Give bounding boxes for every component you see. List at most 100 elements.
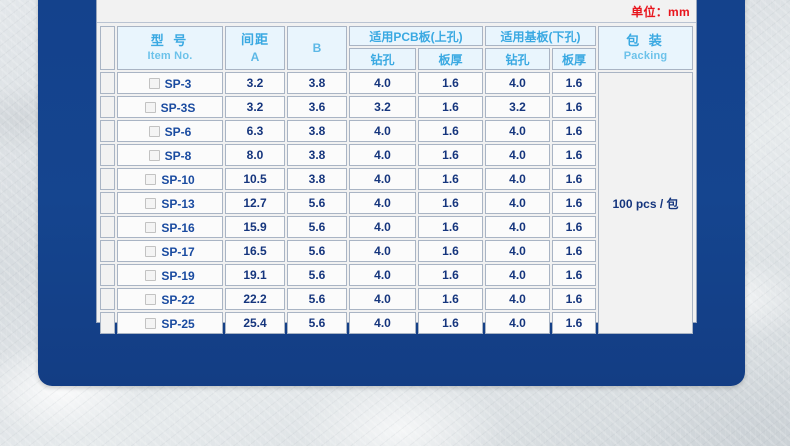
item-no-label: SP-13 <box>161 196 195 211</box>
col-header-item-no-en: Item No. <box>147 50 193 63</box>
cell-base-thickness: 1.6 <box>552 240 596 262</box>
col-header-pitch-a: 间距 A <box>225 26 285 70</box>
row-checkbox[interactable] <box>148 77 160 89</box>
table-row: SP-8 8.0 3.8 4.0 1.6 4.0 1.6 <box>100 144 693 166</box>
cell-b: 3.6 <box>287 96 347 118</box>
cell-base-drill: 4.0 <box>485 264 550 286</box>
cell-pcb-thickness: 1.6 <box>418 72 483 94</box>
cell-item-no: SP-6 <box>117 120 223 142</box>
row-checkbox[interactable] <box>145 245 157 257</box>
row-gutter <box>100 96 115 118</box>
cell-b: 3.8 <box>287 168 347 190</box>
cell-pitch-a: 16.5 <box>225 240 285 262</box>
row-gutter <box>100 216 115 238</box>
col-header-pitch-en: A <box>250 49 260 64</box>
row-gutter <box>100 288 115 310</box>
cell-base-drill: 4.0 <box>485 192 550 214</box>
col-header-packing-cn: 包 装 <box>626 32 665 48</box>
cell-base-thickness: 1.6 <box>552 312 596 334</box>
cell-base-thickness: 1.6 <box>552 144 596 166</box>
row-gutter <box>100 264 115 286</box>
item-no-label: SP-6 <box>164 124 192 139</box>
cell-base-drill: 4.0 <box>485 168 550 190</box>
cell-pcb-drill: 4.0 <box>349 240 416 262</box>
cell-pitch-a: 22.2 <box>225 288 285 310</box>
item-no-label: SP-25 <box>161 316 195 331</box>
row-gutter <box>100 120 115 142</box>
row-gutter <box>100 192 115 214</box>
unit-bar: 单位：mm <box>97 0 696 23</box>
table-row: SP-25 25.4 5.6 4.0 1.6 4.0 1.6 <box>100 312 693 334</box>
spec-sheet: 单位：mm 型 号 Item No. 间距 A <box>96 0 697 334</box>
row-checkbox[interactable] <box>148 125 160 137</box>
cell-pcb-drill: 4.0 <box>349 168 416 190</box>
cell-pcb-drill: 4.0 <box>349 312 416 334</box>
item-no-label: SP-19 <box>161 268 195 283</box>
row-gutter <box>100 312 115 334</box>
item-no-label: SP-8 <box>164 148 192 163</box>
item-no-label: SP-3 <box>164 76 192 91</box>
col-header-packing-en: Packing <box>623 50 668 63</box>
col-subheader-pcb-drill: 钻孔 <box>349 48 416 70</box>
cell-pcb-thickness: 1.6 <box>418 96 483 118</box>
row-checkbox[interactable] <box>145 173 157 185</box>
col-header-b-label: B <box>312 40 322 55</box>
cell-pcb-drill: 4.0 <box>349 192 416 214</box>
cell-item-no: SP-13 <box>117 192 223 214</box>
cell-b: 5.6 <box>287 264 347 286</box>
row-checkbox[interactable] <box>145 317 157 329</box>
cell-base-thickness: 1.6 <box>552 264 596 286</box>
cell-base-thickness: 1.6 <box>552 288 596 310</box>
cell-pcb-thickness: 1.6 <box>418 216 483 238</box>
table-row: SP-19 19.1 5.6 4.0 1.6 4.0 1.6 <box>100 264 693 286</box>
row-checkbox[interactable] <box>144 101 156 113</box>
cell-b: 3.8 <box>287 144 347 166</box>
cell-pcb-thickness: 1.6 <box>418 120 483 142</box>
row-checkbox[interactable] <box>148 149 160 161</box>
col-subheader-pcb-thickness: 板厚 <box>418 48 483 70</box>
table-row: SP-6 6.3 3.8 4.0 1.6 4.0 1.6 <box>100 120 693 142</box>
cell-base-drill: 4.0 <box>485 312 550 334</box>
table-row: SP-13 12.7 5.6 4.0 1.6 4.0 1.6 <box>100 192 693 214</box>
cell-pcb-drill: 4.0 <box>349 120 416 142</box>
cell-b: 3.8 <box>287 72 347 94</box>
table-row: SP-22 22.2 5.6 4.0 1.6 4.0 1.6 <box>100 288 693 310</box>
cell-b: 5.6 <box>287 240 347 262</box>
table-row: SP-10 10.5 3.8 4.0 1.6 4.0 1.6 <box>100 168 693 190</box>
col-header-item-no-cn: 型 号 <box>150 32 190 48</box>
cell-pcb-drill: 3.2 <box>349 96 416 118</box>
cell-pcb-thickness: 1.6 <box>418 288 483 310</box>
col-subheader-base-thickness: 板厚 <box>552 48 596 70</box>
cell-b: 5.6 <box>287 312 347 334</box>
row-checkbox[interactable] <box>145 221 157 233</box>
cell-pitch-a: 10.5 <box>225 168 285 190</box>
cell-item-no: SP-16 <box>117 216 223 238</box>
col-group-header-base: 适用基板(下孔) <box>485 26 596 46</box>
cell-base-drill: 4.0 <box>485 240 550 262</box>
cell-pitch-a: 19.1 <box>225 264 285 286</box>
cell-pitch-a: 15.9 <box>225 216 285 238</box>
row-checkbox[interactable] <box>145 197 157 209</box>
item-no-label: SP-17 <box>161 244 195 259</box>
row-gutter <box>100 240 115 262</box>
cell-pitch-a: 3.2 <box>225 72 285 94</box>
col-header-item-no: 型 号 Item No. <box>117 26 223 70</box>
cell-b: 5.6 <box>287 288 347 310</box>
cell-pcb-thickness: 1.6 <box>418 168 483 190</box>
unit-label: 单位：mm <box>631 5 690 19</box>
cell-item-no: SP-25 <box>117 312 223 334</box>
cell-pitch-a: 12.7 <box>225 192 285 214</box>
cell-base-drill: 4.0 <box>485 288 550 310</box>
item-no-label: SP-10 <box>161 172 195 187</box>
cell-pcb-thickness: 1.6 <box>418 144 483 166</box>
header-row-sub: 钻孔 板厚 钻孔 板厚 <box>100 48 693 70</box>
cell-base-drill: 4.0 <box>485 144 550 166</box>
cell-b: 5.6 <box>287 192 347 214</box>
col-header-pitch-cn: 间距 <box>240 32 269 48</box>
cell-base-thickness: 1.6 <box>552 72 596 94</box>
cell-pitch-a: 3.2 <box>225 96 285 118</box>
cell-pcb-thickness: 1.6 <box>418 192 483 214</box>
row-checkbox[interactable] <box>145 293 157 305</box>
item-no-label: SP-3S <box>160 100 196 115</box>
row-checkbox[interactable] <box>145 269 157 281</box>
